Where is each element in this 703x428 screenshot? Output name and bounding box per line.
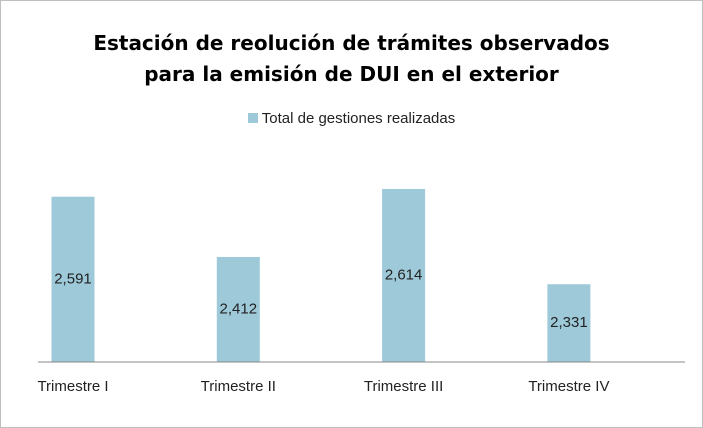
- legend-swatch: [247, 113, 258, 123]
- legend-label: Total de gestiones realizadas: [261, 110, 456, 127]
- x-tick-label: Trimestre II: [200, 378, 276, 395]
- data-label: 2,614: [385, 266, 423, 283]
- bar: [547, 284, 591, 362]
- data-label: 2,412: [220, 300, 258, 317]
- x-tick-label: Trimestre IV: [528, 378, 610, 395]
- x-tick-label: Trimestre I: [37, 378, 109, 395]
- bar: [216, 256, 260, 362]
- data-label: 2,591: [54, 270, 92, 287]
- chart-title: Estación de reolución de trámites observ…: [93, 31, 610, 86]
- data-label: 2,331: [550, 314, 588, 331]
- bar: [51, 196, 95, 362]
- x-tick-label: Trimestre III: [363, 378, 444, 395]
- bar: [382, 188, 426, 362]
- legend: Total de gestiones realizadas: [0, 110, 703, 127]
